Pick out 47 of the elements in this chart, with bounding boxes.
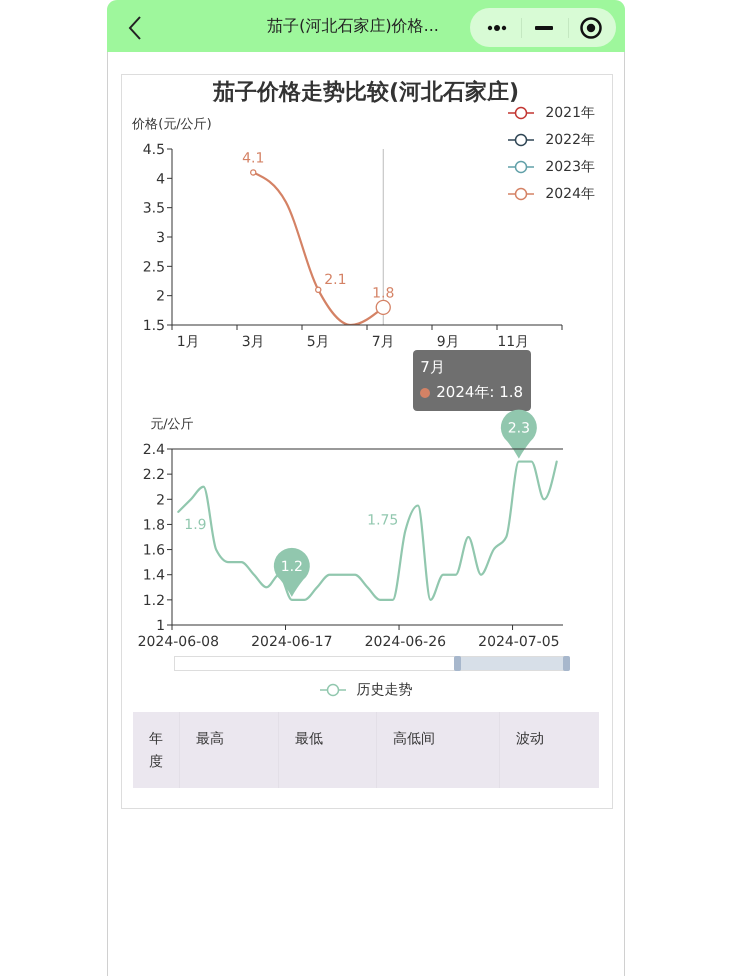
y-tick-label: 2.2 — [142, 467, 165, 484]
x-tick-label: 2024-06-17 — [251, 634, 333, 650]
y-tick-label: 2 — [156, 288, 165, 305]
data-label: 2.1 — [324, 272, 347, 288]
y-tick-label: 1.4 — [142, 568, 166, 584]
x-tick-label: 2024-06-08 — [138, 634, 219, 650]
x-tick-label: 1月 — [176, 334, 200, 350]
text: 波动 — [516, 730, 545, 749]
data-label: 1.8 — [372, 285, 394, 302]
x-tick-label: 9月 — [436, 334, 460, 350]
legend-label: 2022年 — [545, 130, 595, 148]
y-tick-label: 1 — [156, 618, 165, 634]
tooltip-box: 7月 2024年: 1.8 — [413, 350, 532, 411]
annotation: 2.3 — [508, 420, 530, 437]
x-tick-label: 5月 — [306, 334, 330, 350]
y-tick-label: 1.8 — [142, 517, 165, 534]
y-axis-title: 元/公斤 — [149, 416, 195, 433]
y-tick-label: 2 — [156, 492, 165, 508]
text: 年度 — [149, 730, 163, 772]
x-tick-label: 3月 — [242, 334, 265, 350]
data-label: 1.9 — [184, 516, 207, 533]
data-label: 4.1 — [242, 150, 264, 166]
y-tick-label: 3.5 — [142, 200, 165, 217]
legend-label: 2023年 — [545, 158, 595, 176]
text: 高低间 — [393, 730, 436, 749]
chart-title: 茄子价格走势比较(河北石家庄) — [212, 80, 520, 105]
text: 最高 — [196, 730, 225, 749]
text: 茄子(河北石家庄)价格... — [266, 16, 440, 37]
y-axis-title: 价格(元/公斤) — [131, 116, 213, 133]
legend-label: 2024年 — [545, 184, 595, 202]
data-label: 1.75 — [367, 512, 398, 529]
y-tick-label: 3 — [156, 230, 165, 246]
text: 最低 — [295, 730, 324, 749]
y-tick-label: 2.5 — [142, 259, 165, 276]
annotation: 1.2 — [280, 558, 303, 575]
y-tick-label: 1.2 — [142, 592, 165, 609]
y-tick-label: 4 — [156, 171, 166, 188]
y-tick-label: 2.4 — [142, 442, 166, 458]
y-tick-label: 1.5 — [142, 318, 165, 334]
x-tick-label: 2024-07-05 — [478, 634, 560, 650]
x-tick-label: 11月 — [497, 334, 530, 350]
legend-label: 历史走势 — [356, 680, 412, 698]
x-tick-label: 7月 — [372, 334, 395, 350]
legend-label: 2021年 — [545, 104, 595, 122]
x-tick-label: 2024-06-26 — [364, 634, 446, 650]
y-tick-label: 4.5 — [142, 142, 165, 158]
y-tick-label: 1.6 — [142, 542, 166, 559]
